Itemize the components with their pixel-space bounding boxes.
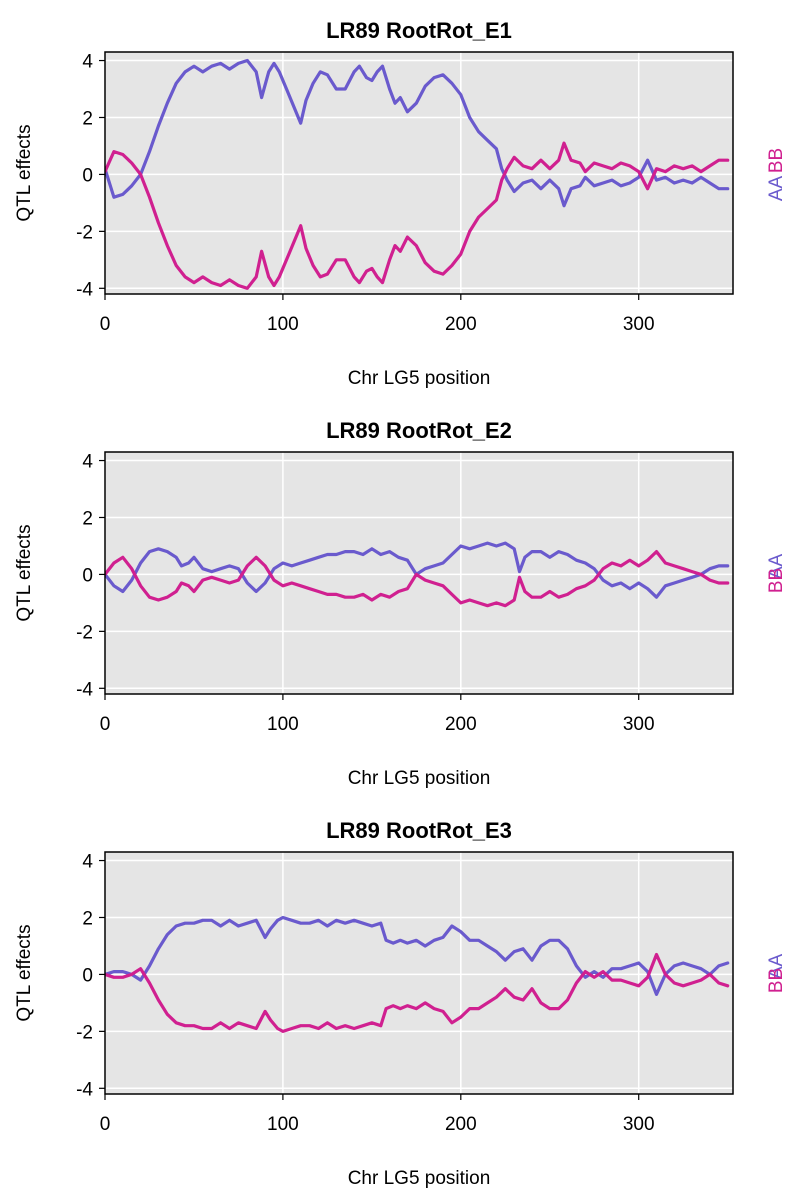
y-tick-label: 4 [82,52,93,73]
y-tick-label: 2 [82,908,93,929]
series-line-bb [105,952,730,1033]
series-label-aa: AA [766,553,787,579]
chart-title: LR89 RootRot_E3 [326,818,512,843]
y-tick-label: -2 [76,1022,93,1043]
chart-panel-3: LR89 RootRot_E3 0 100 200 300 -4 -2 0 2 4 Chr LG5 … [14,818,787,1189]
x-tick-label: 300 [623,1114,655,1135]
y-tick-label: 0 [82,165,93,186]
x-axis-label: Chr LG5 position [348,768,491,789]
plot-background [105,852,733,1094]
y-tick-label: -2 [76,222,93,243]
y-tick-label: 0 [82,565,93,586]
x-axis-label: Chr LG5 position [348,368,491,389]
series-label-bb: BB [766,968,787,993]
chart-panel-2: LR89 RootRot_E2 0 100 200 300 -4 -2 0 2 4 Chr LG5 … [14,418,787,789]
y-axis-label: QTL effects [14,124,35,221]
y-tick-label: 4 [82,452,93,473]
plot-frame [104,851,734,1095]
x-tick-label: 0 [100,314,111,335]
y-tick-label: 0 [82,965,93,986]
x-tick-label: 0 [100,714,111,735]
y-tick-label: -4 [76,1079,93,1100]
y-axis-label: QTL effects [14,524,35,621]
x-axis-label: Chr LG5 position [348,1168,491,1189]
series-label-aa: AA [766,953,787,979]
y-axis-label: QTL effects [14,924,35,1021]
x-tick-label: 300 [623,714,655,735]
y-tick-label: -2 [76,622,93,643]
series-line-aa [105,915,730,996]
series-line-aa [105,58,730,208]
y-tick-label: 4 [82,852,93,873]
series-label-bb: BB [766,148,787,173]
y-tick-label: 2 [82,508,93,529]
x-tick-label: 0 [100,1114,111,1135]
chart-title: LR89 RootRot_E2 [326,418,512,443]
x-tick-label: 200 [445,714,477,735]
y-tick-label: 2 [82,108,93,129]
y-tick-label: -4 [76,279,93,300]
y-tick-label: -4 [76,679,93,700]
series-label-bb: BB [766,568,787,593]
plot-frame [104,51,734,295]
x-tick-label: 200 [445,314,477,335]
x-tick-label: 100 [267,714,299,735]
x-tick-label: 100 [267,1114,299,1135]
plot-frame [104,451,734,695]
series-line-bb [105,550,730,608]
x-tick-label: 100 [267,314,299,335]
series-line-bb [105,141,730,290]
chart-panel-1: LR89 RootRot_E1 0 100 200 300 -4 -2 0 2 4 Chr LG5 … [14,18,787,389]
chart-title: LR89 RootRot_E1 [326,18,512,43]
x-tick-label: 300 [623,314,655,335]
series-label-aa: AA [766,175,787,201]
x-tick-label: 200 [445,1114,477,1135]
